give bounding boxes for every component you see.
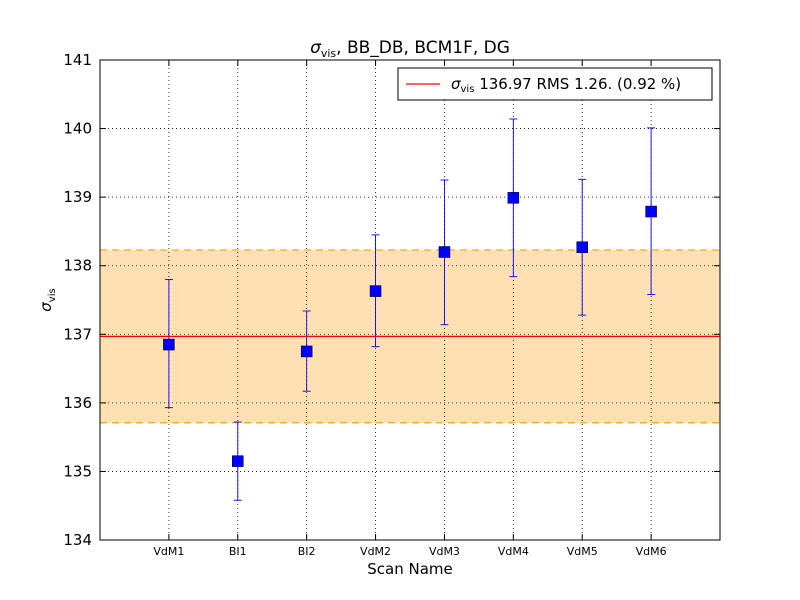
- y-tick-label: 135: [63, 462, 92, 480]
- data-point: [438, 246, 451, 258]
- data-point: [507, 192, 520, 204]
- axis-ticks: 134 135 136 137 138 139 140 141 VdM1 BI1 BI2 VdM2 Vd…: [63, 51, 720, 558]
- chart-title: σvis, BB_DB, BCM1F, DG: [310, 38, 510, 60]
- y-tick-label: 137: [63, 325, 92, 343]
- y-tick-label: 139: [63, 188, 92, 206]
- legend-subscript: vis: [461, 84, 475, 95]
- legend-label: σvis 136.97 RMS 1.26. (0.92 %): [451, 75, 681, 95]
- data-point: [163, 338, 175, 351]
- x-tick-label: VdM6: [636, 545, 667, 558]
- plot-frame: [99, 59, 721, 541]
- data-points: [163, 118, 657, 501]
- y-tick-label: 138: [63, 257, 92, 275]
- legend-symbol: σ: [451, 75, 461, 93]
- y-tick-label: 141: [63, 51, 92, 69]
- x-tick-label: VdM4: [498, 545, 529, 558]
- y-tick-label: 134: [63, 531, 92, 549]
- y-label-symbol: σ: [37, 302, 55, 312]
- legend-text: 136.97 RMS 1.26. (0.92 %): [474, 75, 681, 93]
- x-tick-label: VdM2: [360, 545, 391, 558]
- data-point: [369, 285, 382, 297]
- x-tick-label: BI1: [229, 545, 247, 558]
- y-tick-label: 140: [63, 120, 92, 138]
- title-rest: , BB_DB, BCM1F, DG: [336, 38, 510, 58]
- x-tick-label: VdM5: [567, 545, 598, 558]
- title-subscript: vis: [321, 47, 337, 60]
- y-label-subscript: vis: [47, 288, 58, 302]
- title-symbol: σ: [310, 38, 322, 58]
- y-tick-label: 136: [63, 394, 92, 412]
- y-axis-label: σvis: [37, 288, 58, 311]
- data-point: [300, 345, 313, 358]
- x-tick-label: VdM1: [153, 545, 184, 558]
- legend: σvis 136.97 RMS 1.26. (0.92 %): [397, 67, 713, 101]
- data-point: [645, 205, 657, 218]
- data-point: [576, 241, 588, 253]
- data-point: [232, 455, 244, 467]
- x-axis-label: Scan Name: [367, 560, 453, 578]
- legend-box: [397, 67, 713, 101]
- x-tick-label: BI2: [298, 545, 316, 558]
- x-tick-label: VdM3: [429, 545, 460, 558]
